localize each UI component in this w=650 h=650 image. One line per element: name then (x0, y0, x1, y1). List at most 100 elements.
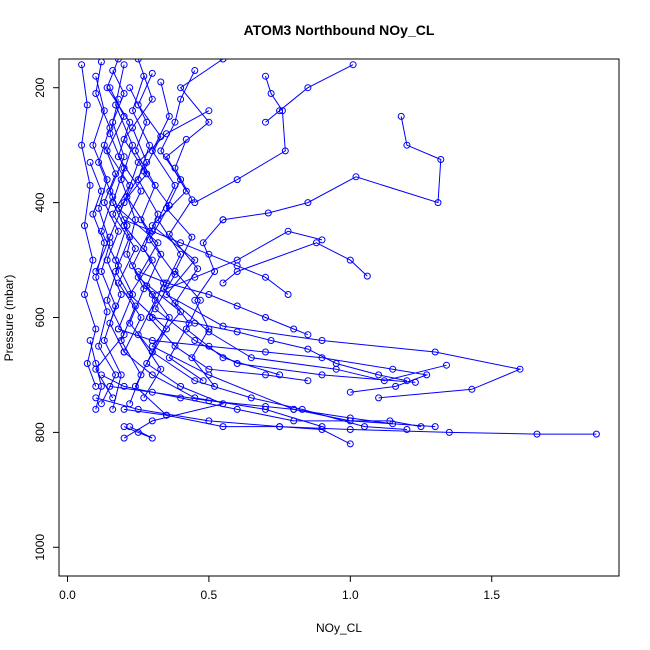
data-point (304, 377, 312, 385)
data-point (120, 61, 128, 69)
y-tick-label: 800 (33, 422, 47, 442)
data-point (120, 153, 128, 161)
data-point (233, 405, 241, 413)
y-tick-label: 1000 (33, 534, 47, 561)
data-point (137, 371, 145, 379)
data-point (143, 360, 151, 367)
x-axis: 0.0 0.5 1.0 1.5 (59, 576, 500, 602)
series-27 (120, 423, 156, 442)
data-point (92, 72, 100, 80)
data-point (592, 430, 600, 438)
data-point (143, 118, 151, 126)
data-point (92, 405, 100, 413)
x-tick-label: 1.0 (342, 588, 359, 602)
series-15 (78, 61, 100, 390)
series-22 (106, 382, 397, 428)
data-point (120, 405, 128, 413)
series-line (152, 317, 408, 382)
data-point (97, 268, 105, 275)
data-point (290, 417, 298, 425)
chart-title: ATOM3 Northbound NOy_CL (244, 22, 435, 38)
series-16 (89, 72, 125, 413)
data-point (191, 296, 199, 304)
data-point (148, 291, 156, 298)
data-point (375, 394, 383, 402)
data-point (304, 199, 312, 207)
data-point (117, 371, 125, 379)
series-line (222, 242, 368, 284)
data-point (276, 107, 284, 115)
data-point (389, 420, 397, 428)
data-point (211, 268, 219, 275)
data-point (112, 268, 120, 275)
data-point (97, 382, 105, 390)
data-point (97, 400, 105, 408)
series-10 (86, 158, 120, 408)
series-line (92, 76, 122, 410)
series-30 (157, 67, 284, 379)
data-point (185, 319, 193, 327)
data-point (81, 222, 88, 230)
series-line (106, 87, 323, 428)
data-point (148, 337, 156, 344)
data-point (148, 69, 156, 77)
data-point (199, 239, 207, 247)
series-8 (148, 227, 326, 298)
data-point (151, 296, 159, 304)
data-point (177, 84, 185, 92)
data-point (205, 397, 213, 405)
data-point (117, 291, 125, 298)
data-point (100, 107, 108, 115)
data-point (109, 118, 117, 126)
data-point (468, 385, 476, 393)
data-point (112, 256, 120, 264)
data-point (131, 245, 139, 253)
data-point (352, 173, 360, 181)
data-point (143, 282, 151, 290)
data-point (290, 405, 298, 413)
series-line (89, 340, 102, 410)
data-point (443, 361, 450, 369)
series-line (168, 139, 447, 382)
x-tick-label: 1.5 (483, 588, 500, 602)
data-point (95, 342, 103, 350)
data-point (126, 84, 134, 92)
data-point (332, 360, 340, 367)
data-point (262, 273, 269, 281)
data-point (129, 124, 136, 132)
data-point (120, 164, 128, 172)
data-point (191, 67, 199, 74)
data-point (262, 348, 269, 356)
series-line (123, 426, 153, 439)
series-line (265, 64, 354, 123)
y-tick-label: 400 (33, 192, 47, 212)
data-point (126, 400, 134, 408)
data-point (106, 319, 114, 327)
data-point (109, 405, 117, 413)
data-point (346, 414, 354, 422)
data-point (117, 337, 125, 344)
data-point (154, 239, 162, 247)
data-point (120, 135, 128, 143)
data-point (148, 95, 156, 103)
data-point (143, 158, 151, 166)
data-point (114, 279, 122, 287)
series-line (126, 127, 162, 399)
data-point (134, 59, 142, 63)
data-point (281, 147, 289, 155)
data-point (188, 196, 196, 204)
data-point (533, 430, 541, 438)
data-point (346, 388, 354, 396)
data-point (146, 141, 153, 149)
data-point (205, 325, 213, 333)
data-point (89, 256, 97, 264)
data-point (92, 90, 100, 97)
data-point (312, 239, 320, 247)
data-point (219, 279, 227, 287)
x-tick-label: 0.5 (201, 588, 218, 602)
data-point (78, 61, 86, 69)
series-9 (219, 239, 371, 287)
series-line (101, 374, 422, 428)
data-point (163, 411, 170, 419)
data-point (140, 72, 148, 80)
